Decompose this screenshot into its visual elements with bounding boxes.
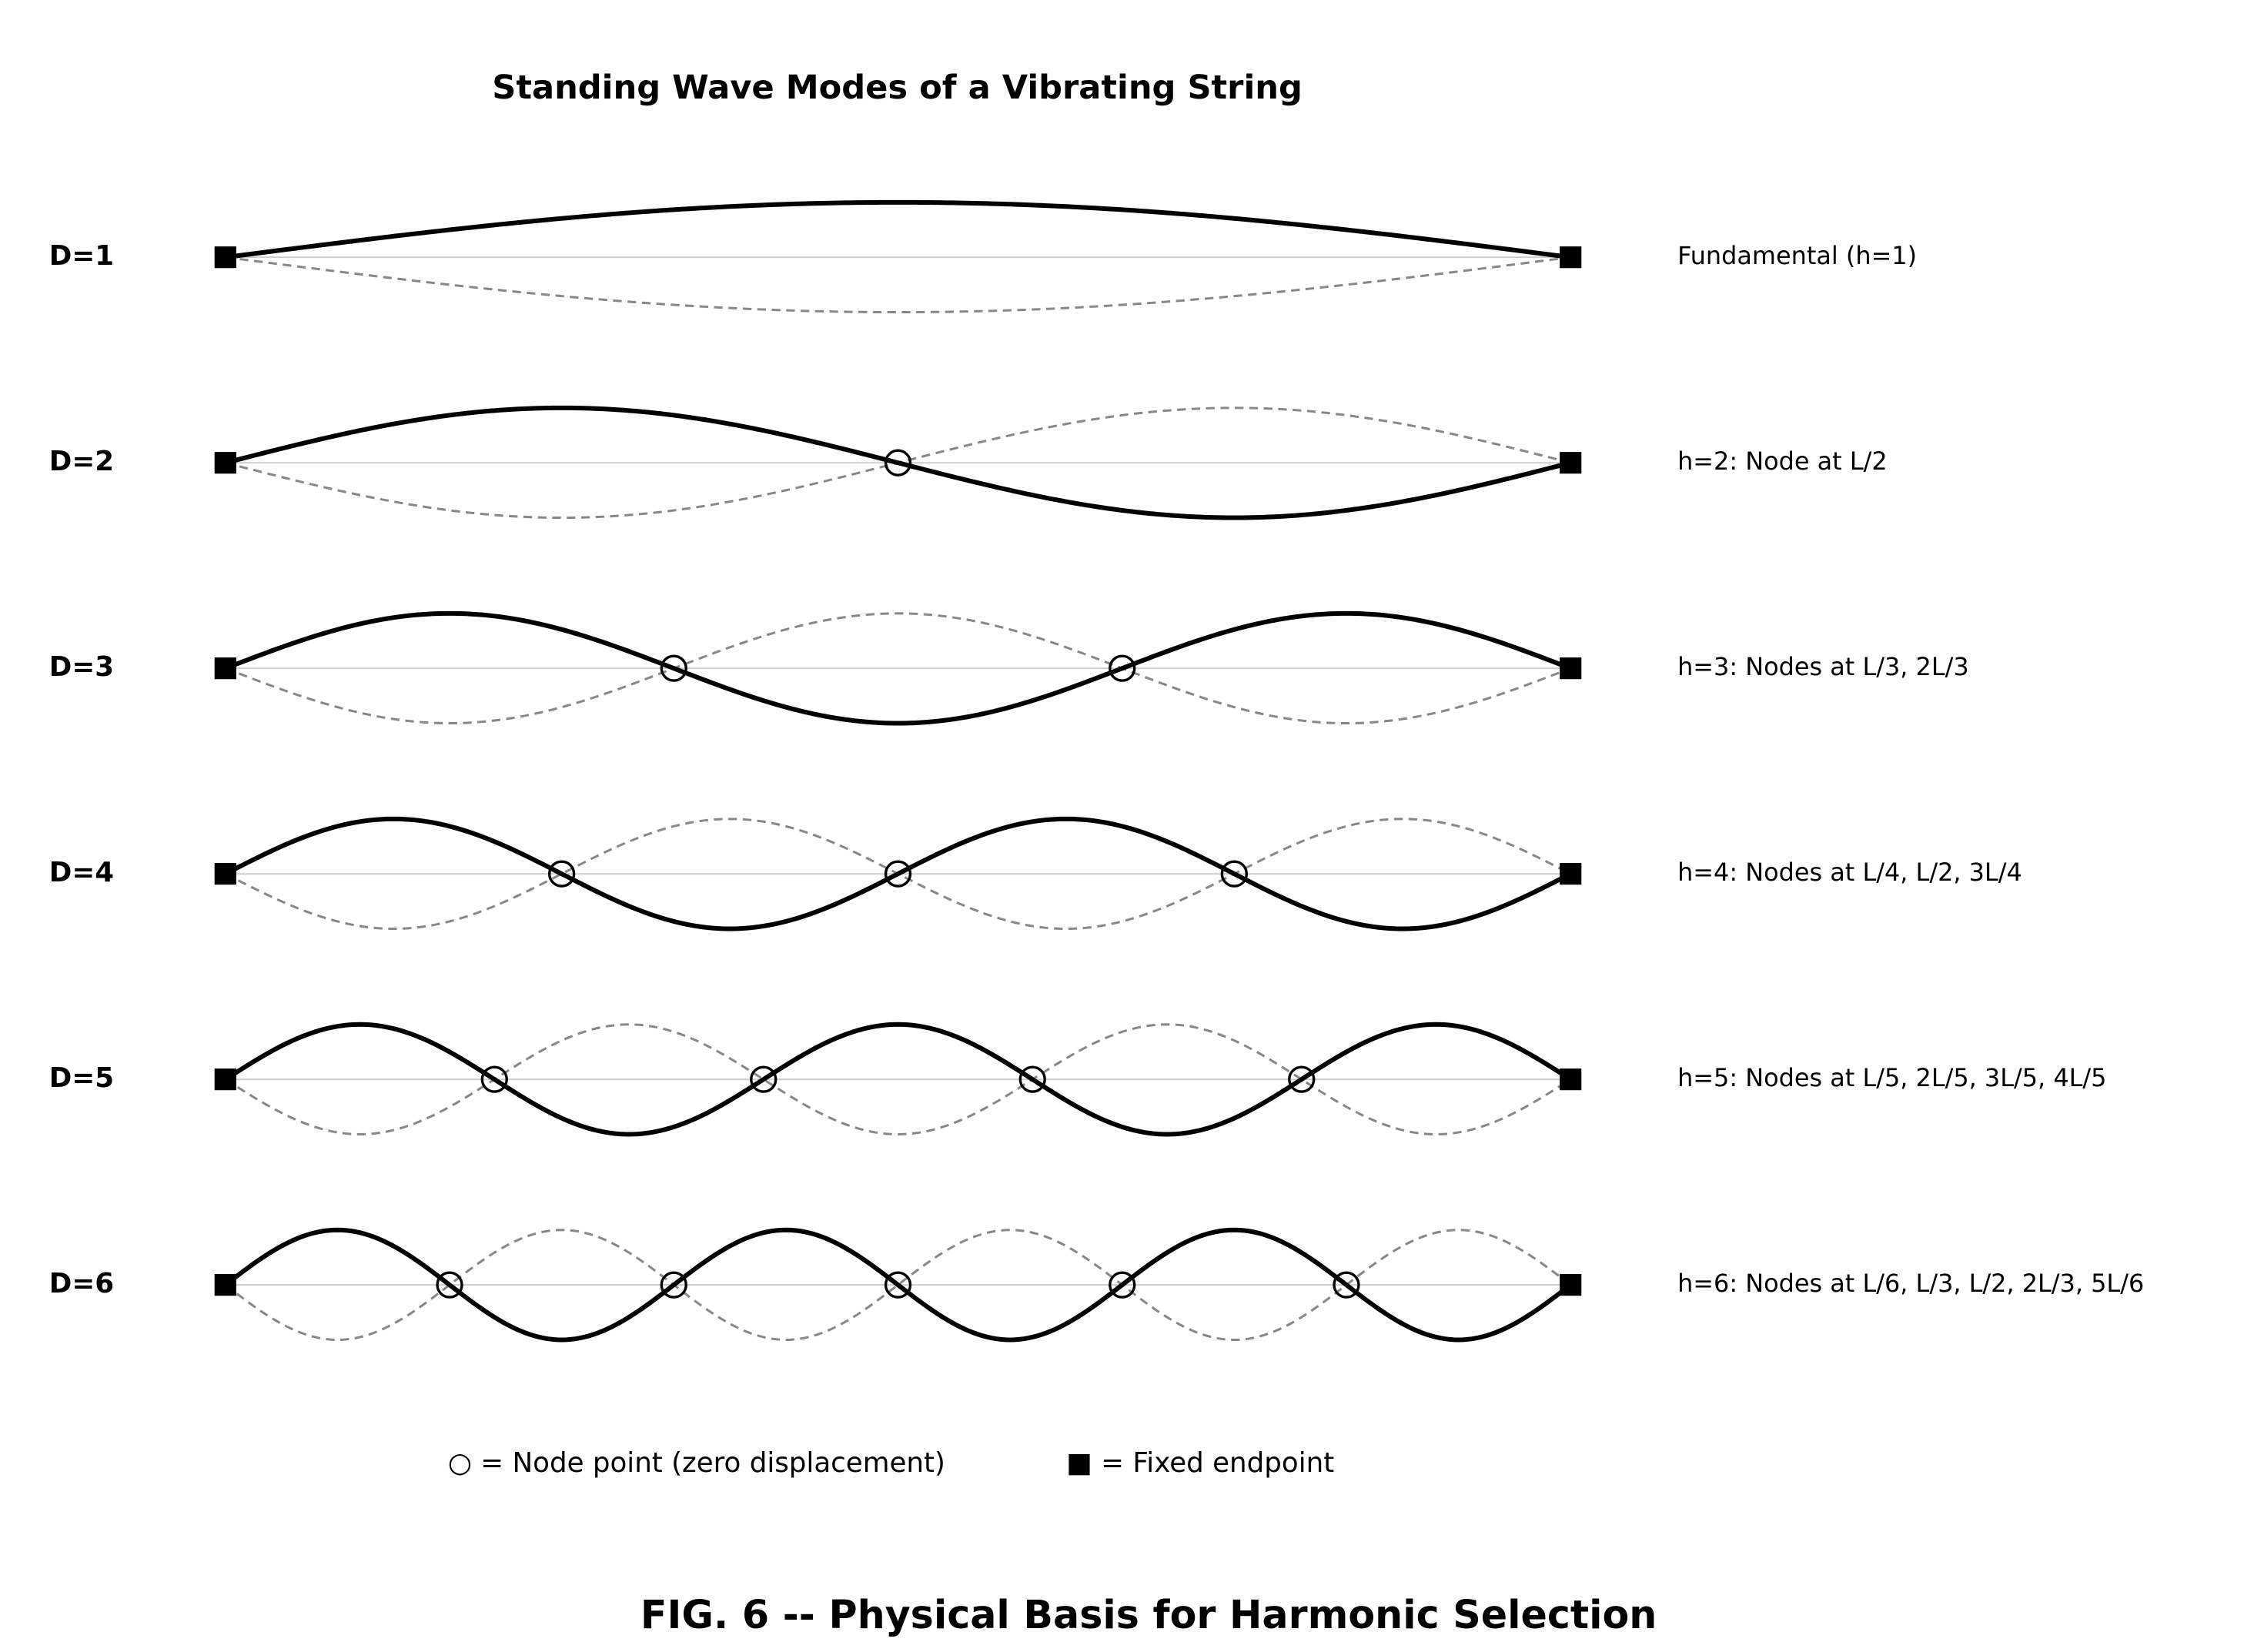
fixed-endpoint: [1560, 1068, 1582, 1091]
node-point: [1220, 860, 1249, 888]
node-point: [660, 654, 687, 682]
fixed-endpoint: [1560, 1274, 1582, 1296]
row-note: h=2: Node at L/2: [1677, 446, 1888, 476]
legend-node: ○ = Node point (zero displacement): [448, 1447, 945, 1479]
node-point: [1109, 1271, 1136, 1299]
node-point: [884, 449, 912, 477]
row-label: D=1: [49, 240, 114, 272]
row-label: D=5: [49, 1062, 114, 1094]
mirror-wave: [224, 1023, 1572, 1135]
node-point: [660, 1271, 687, 1299]
node-point: [1333, 1271, 1360, 1299]
legend-endpoint: ■ = Fixed endpoint: [1066, 1447, 1334, 1479]
fixed-endpoint: [1560, 246, 1582, 269]
row-label: D=3: [49, 651, 114, 683]
node-point: [1109, 654, 1136, 682]
row-note: h=4: Nodes at L/4, L/2, 3L/4: [1677, 858, 2022, 887]
node-point: [884, 1271, 912, 1299]
title: Standing Wave Modes of a Vibrating Strin…: [492, 69, 1303, 107]
mirror-wave: [225, 612, 1571, 725]
fixed-endpoint: [214, 452, 236, 474]
fixed-endpoint: [214, 1274, 236, 1296]
wave: [225, 405, 1571, 520]
fixed-endpoint: [214, 246, 236, 269]
row-note: h=6: Nodes at L/6, L/3, L/2, 2L/3, 5L/6: [1677, 1269, 2144, 1298]
row-note: h=5: Nodes at L/5, 2L/5, 3L/5, 4L/5: [1677, 1063, 2106, 1092]
node-point: [1288, 1065, 1316, 1093]
node-point: [884, 860, 912, 888]
wave: [224, 816, 1572, 931]
fixed-endpoint: [214, 657, 236, 680]
fixed-endpoint: [1560, 863, 1582, 885]
row-note: Fundamental (h=1): [1677, 241, 1917, 270]
fixed-endpoint: [1560, 452, 1582, 474]
node-point: [480, 1065, 508, 1093]
node-point: [1018, 1065, 1046, 1093]
rows: D=1 Fundamental (h=1) D=2 h=2: Node at L/2 D…: [49, 199, 2144, 1343]
row-label: D=6: [49, 1268, 114, 1299]
row-label: D=2: [49, 446, 114, 477]
wave: [223, 1227, 1573, 1343]
caption: FIG. 6 -- Physical Basis for Harmonic Se…: [640, 1592, 1657, 1637]
row-label: D=4: [49, 857, 114, 888]
node-point: [548, 860, 576, 888]
wave: [224, 1022, 1572, 1137]
row-note: h=3: Nodes at L/3, 2L/3: [1677, 652, 1969, 681]
node-point: [436, 1271, 463, 1299]
fixed-endpoint: [1560, 657, 1582, 680]
node-point: [750, 1065, 778, 1093]
fixed-endpoint: [214, 863, 236, 885]
wave: [224, 610, 1572, 726]
wave: [225, 199, 1571, 260]
fixed-endpoint: [214, 1068, 236, 1091]
